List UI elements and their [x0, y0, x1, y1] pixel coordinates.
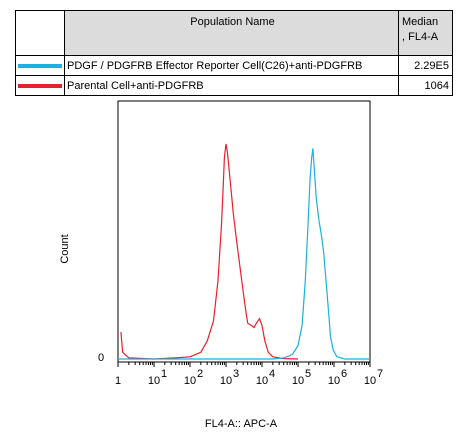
legend-name-reporter: PDGF / PDGFRB Effector Reporter Cell(C26… [64, 55, 399, 76]
legend-header-blank [15, 10, 65, 56]
x-tick-label: 10 [148, 375, 160, 387]
x-tick-exponent: 4 [269, 368, 275, 380]
legend-header-median-line2: , FL4-A [402, 31, 439, 43]
x-tick-label: 10 [256, 375, 268, 387]
x-tick-label: 10 [328, 375, 340, 387]
series-line-1 [118, 148, 370, 360]
x-tick-label: 10 [220, 375, 232, 387]
x-tick-exponent: 3 [233, 368, 239, 380]
x-tick-exponent: 7 [377, 368, 383, 380]
x-tick-label: 10 [292, 375, 304, 387]
legend-header-median-line1: Median [402, 16, 439, 28]
x-axis-label: FL4-A:: APC-A [205, 418, 278, 430]
series-line-0 [120, 143, 299, 360]
x-tick-label: 10 [364, 375, 376, 387]
y-tick-label-0: 0 [98, 352, 104, 364]
legend-swatch-line-parental [18, 83, 62, 88]
y-axis-label: Count [59, 234, 71, 263]
legend-header-median: Median , FL4-A [398, 10, 453, 56]
series-layer [118, 143, 370, 360]
x-tick-label: 10 [184, 375, 196, 387]
x-tick-exponent: 6 [341, 368, 347, 380]
legend-median-parental: 1064 [398, 75, 453, 96]
x-tick-exponent: 1 [161, 368, 167, 380]
plot-frame [117, 100, 371, 363]
legend-name-parental: Parental Cell+anti-PDGFRB [64, 75, 399, 96]
legend-median-reporter: 2.29E5 [398, 55, 453, 76]
x-tick-exponent: 2 [197, 368, 203, 380]
legend-swatch-line-reporter [18, 63, 62, 68]
x-tick-exponent: 5 [305, 368, 311, 380]
legend-row-parental: Parental Cell+anti-PDGFRB 1064 [15, 75, 453, 96]
legend-row-reporter: PDGF / PDGFRB Effector Reporter Cell(C26… [15, 55, 453, 76]
legend-table: Population Name Median, FL4-A PDGF / PDG… [15, 10, 453, 96]
x-tick-label: 1 [115, 375, 121, 387]
